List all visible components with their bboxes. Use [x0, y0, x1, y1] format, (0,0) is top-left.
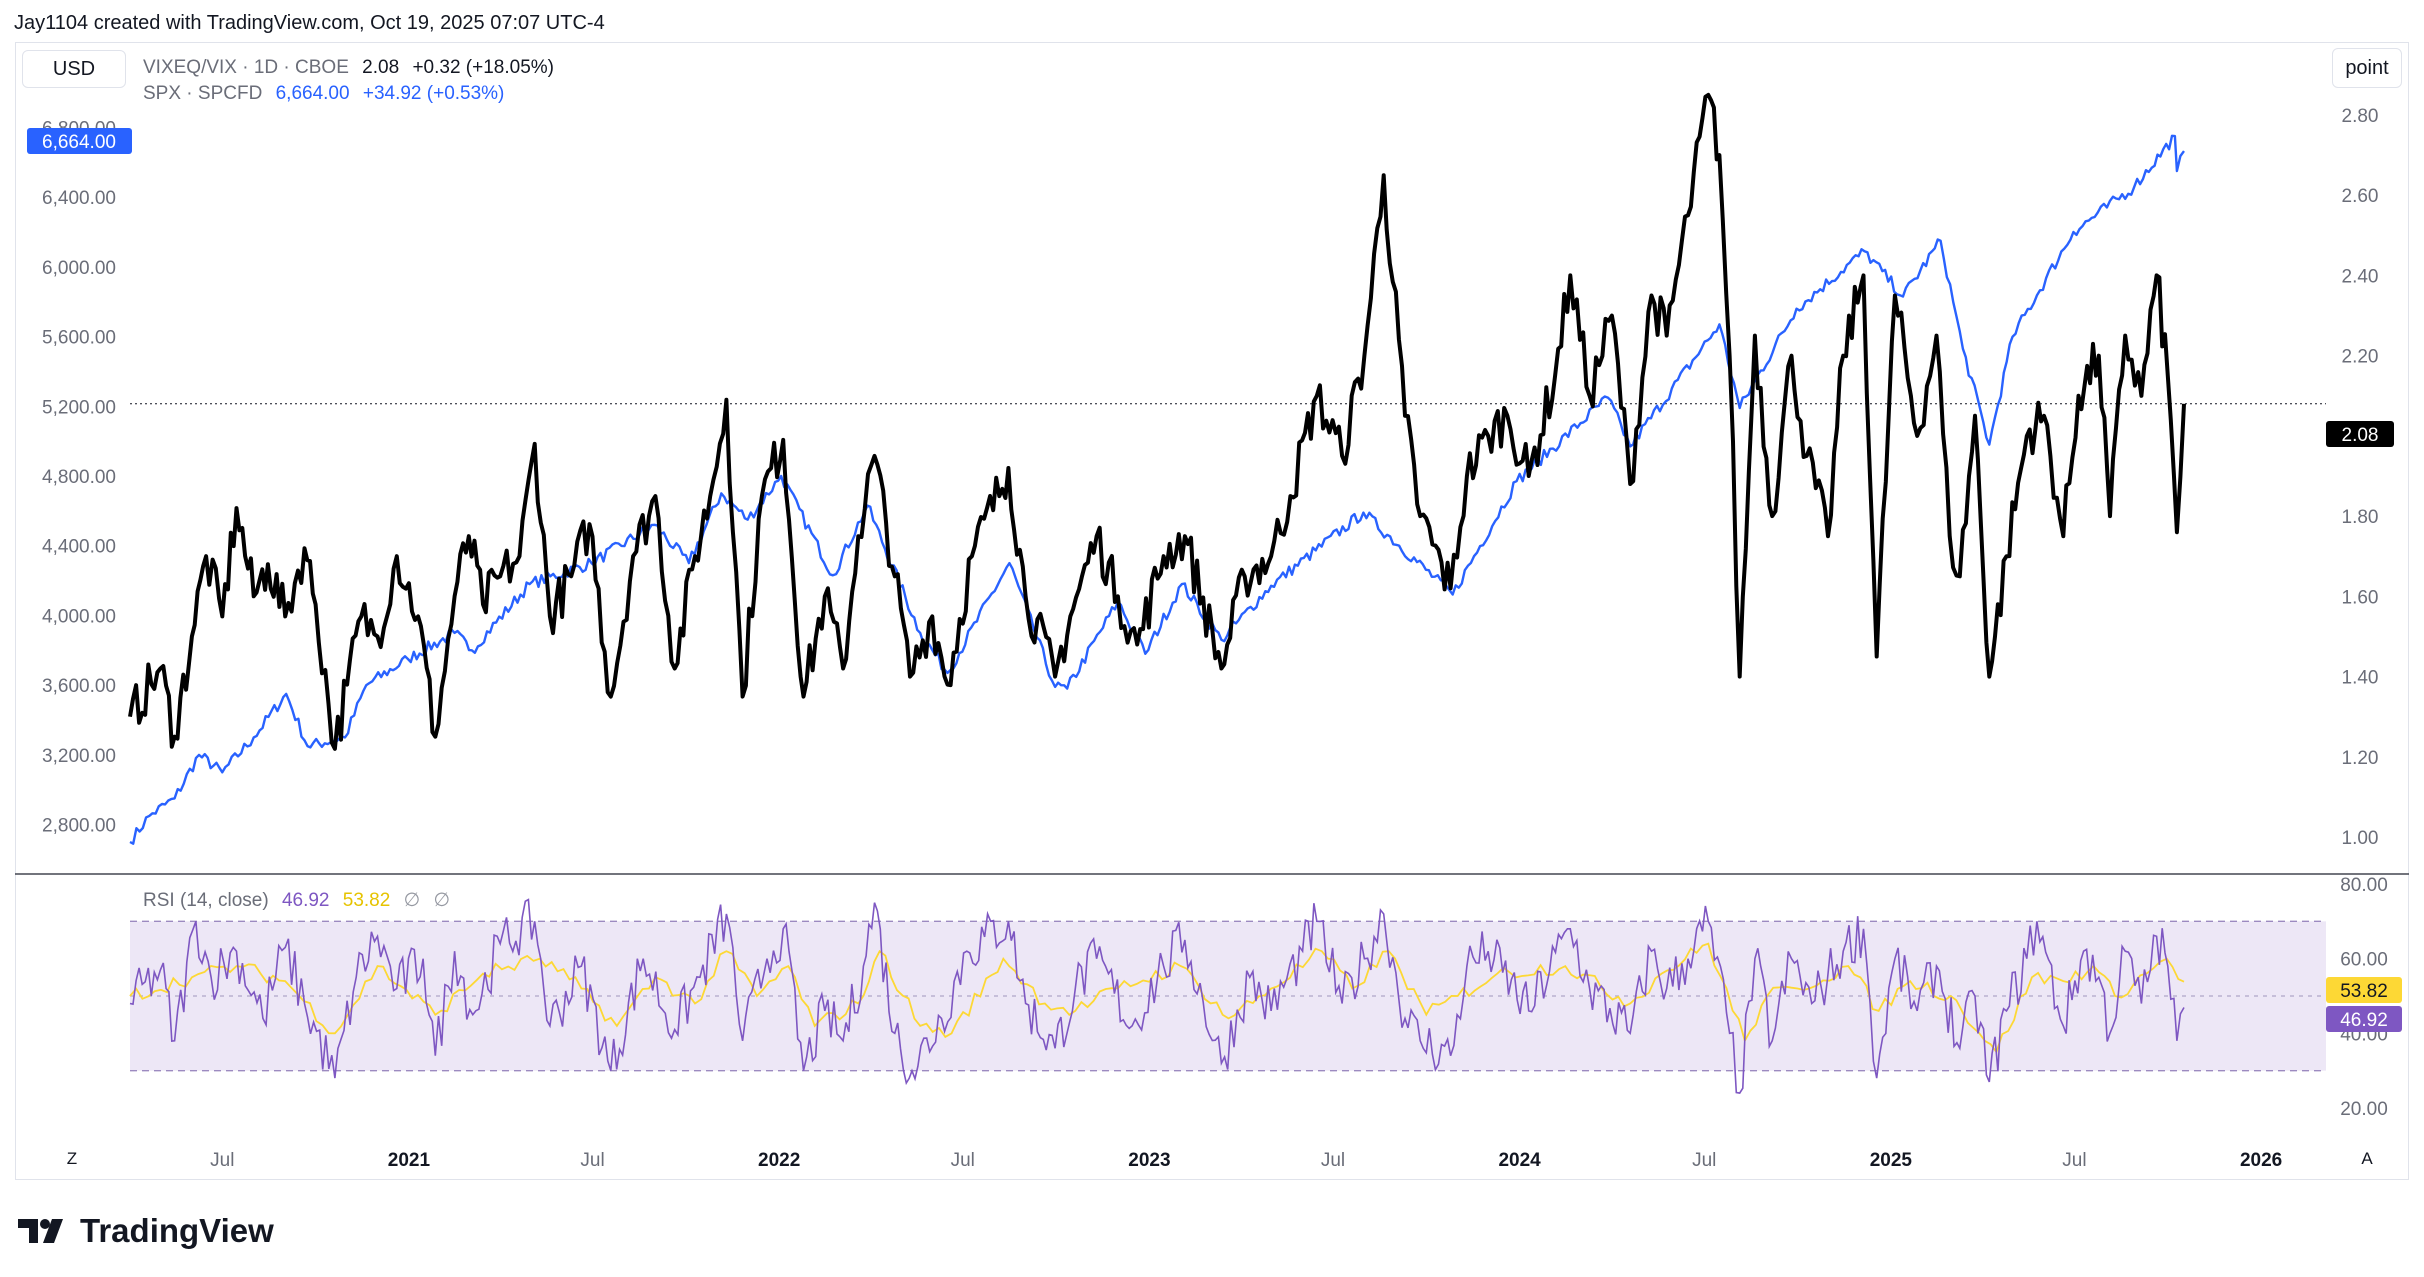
- legend-rsi-ma-value: 53.82: [342, 890, 391, 911]
- time-axis[interactable]: Jul 2021 Jul 2022 Jul 2023 Jul 2024 Jul 2025 Jul 20…: [210, 1150, 2282, 1171]
- rsi-ma-last-badge-text: 53.82: [2340, 981, 2388, 1002]
- tradingview-logo-icon: [18, 1219, 63, 1243]
- right-axis-tick-label: 2.40: [2342, 266, 2379, 287]
- right-axis-tick-label: 1.40: [2342, 668, 2379, 689]
- left-axis-tick-label: 2,800.00: [42, 816, 116, 837]
- spx-last-badge: 6,664.00: [27, 128, 132, 154]
- legend-main-change: +0.32 (+18.05%): [412, 57, 554, 78]
- time-axis-tick-label: 2021: [388, 1150, 431, 1171]
- legend-rsi-flag-2: ∅: [433, 890, 450, 911]
- left-axis-tick-label: 6,400.00: [42, 188, 116, 209]
- ratio-last-badge-text: 2.08: [2342, 425, 2379, 446]
- spx-series-line: [129, 134, 2185, 845]
- legend-rsi-value: 46.92: [281, 890, 330, 911]
- legend-rsi-label: RSI (14, close): [143, 890, 269, 911]
- legend-rsi-flag-1: ∅: [403, 890, 421, 911]
- right-axis-tick-label: 2.80: [2342, 106, 2379, 127]
- rsi-series-line: [129, 898, 2185, 1094]
- scale-mode-button[interactable]: point: [2332, 48, 2402, 88]
- ratio-series-line: [128, 92, 2186, 751]
- legend-compare[interactable]: SPX · SPCFD 6,664.00 +34.92 (+0.53%): [143, 83, 512, 105]
- spx-last-badge-text: 6,664.00: [42, 132, 116, 153]
- rsi-axis-tick-label: 80.00: [2340, 875, 2388, 896]
- right-price-axis[interactable]: 2.802.602.402.202.001.801.601.401.201.00: [2342, 106, 2379, 849]
- time-axis-tick-label: 2023: [1128, 1150, 1170, 1171]
- time-axis-tick-label: 2025: [1870, 1150, 1913, 1171]
- right-axis-tick-label: 2.60: [2342, 186, 2379, 207]
- left-axis-tick-label: 5,600.00: [42, 328, 116, 349]
- time-axis-tick-label: Jul: [580, 1150, 604, 1171]
- left-axis-tick-label: 4,000.00: [42, 606, 116, 627]
- legend-main-symbol: VIXEQ/VIX · 1D · CBOE: [143, 57, 349, 78]
- currency-button[interactable]: USD: [22, 50, 126, 88]
- chart-caption: Jay1104 created with TradingView.com, Oc…: [14, 12, 605, 34]
- rsi-last-badge-text: 46.92: [2340, 1010, 2388, 1031]
- left-price-axis[interactable]: 6,800.006,400.006,000.005,600.005,200.00…: [42, 118, 116, 836]
- tradingview-wordmark: TradingView: [80, 1212, 274, 1249]
- time-axis-tick-label: 2024: [1498, 1150, 1541, 1171]
- zoom-reset-button[interactable]: Z: [59, 1146, 85, 1172]
- rsi-ma-series-line: [129, 942, 2185, 1054]
- left-axis-tick-label: 4,800.00: [42, 467, 116, 488]
- left-axis-tick-label: 6,000.00: [42, 258, 116, 279]
- chart-frame: [15, 42, 2409, 1180]
- right-axis-tick-label: 1.20: [2342, 748, 2379, 769]
- legend-compare-change: +34.92 (+0.53%): [362, 83, 505, 104]
- tradingview-logo: TradingView: [18, 1212, 274, 1250]
- left-axis-tick-label: 4,400.00: [42, 537, 116, 558]
- right-axis-tick-label: 1.00: [2342, 828, 2379, 849]
- right-axis-tick-label: 1.60: [2342, 587, 2379, 608]
- time-axis-tick-label: Jul: [1321, 1150, 1345, 1171]
- left-axis-tick-label: 5,200.00: [42, 397, 116, 418]
- legend-rsi[interactable]: RSI (14, close) 46.92 53.82 ∅ ∅: [143, 889, 458, 912]
- auto-scale-button[interactable]: A: [2354, 1146, 2380, 1172]
- right-axis-tick-label: 2.20: [2342, 347, 2379, 368]
- rsi-last-badge: 46.92: [2326, 1006, 2402, 1032]
- legend-compare-symbol: SPX · SPCFD: [143, 83, 263, 104]
- ratio-last-badge: 2.08: [2326, 421, 2394, 447]
- time-axis-tick-label: 2026: [2240, 1150, 2282, 1171]
- time-axis-tick-label: Jul: [2062, 1150, 2086, 1171]
- time-axis-tick-label: Jul: [951, 1150, 975, 1171]
- rsi-ma-last-badge: 53.82: [2326, 977, 2402, 1003]
- rsi-axis-tick-label: 60.00: [2340, 950, 2388, 971]
- legend-compare-value: 6,664.00: [275, 83, 350, 104]
- left-axis-tick-label: 3,600.00: [42, 676, 116, 697]
- left-axis-tick-label: 3,200.00: [42, 746, 116, 767]
- rsi-axis-tick-label: 20.00: [2340, 1099, 2388, 1120]
- time-axis-tick-label: 2022: [758, 1150, 800, 1171]
- time-axis-tick-label: Jul: [1692, 1150, 1716, 1171]
- right-axis-tick-label: 1.80: [2342, 507, 2379, 528]
- time-axis-tick-label: Jul: [210, 1150, 234, 1171]
- legend-main[interactable]: VIXEQ/VIX · 1D · CBOE 2.08 +0.32 (+18.05…: [143, 57, 562, 79]
- legend-main-value: 2.08: [362, 57, 400, 78]
